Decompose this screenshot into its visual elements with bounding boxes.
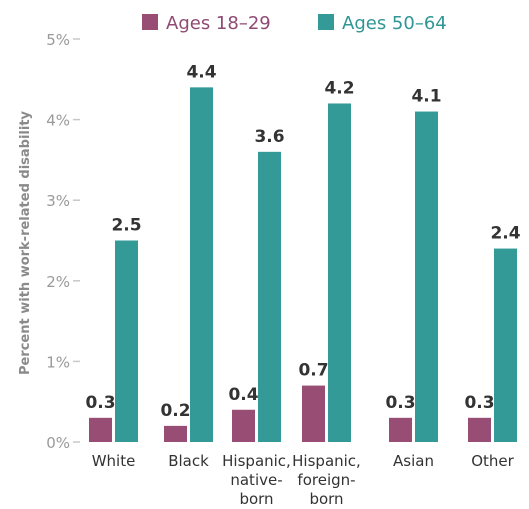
- bar-value-label: 0.7: [298, 361, 328, 381]
- bar-value-label: 4.1: [411, 87, 441, 107]
- bar-value-label: 0.3: [85, 393, 115, 413]
- y-tick-label: 4%: [46, 112, 70, 130]
- legend-swatch-ages-50-64: [318, 14, 334, 30]
- bar-value-label: 0.4: [228, 385, 258, 405]
- y-tick-label: 1%: [46, 353, 70, 371]
- x-category-label: White: [92, 452, 136, 470]
- bars: 0.3 0.2 0.4 0.7 0.3 0.3 2.5 4.4 3.6 4.2 4.1 2.4: [85, 62, 521, 443]
- bar-ages-50-64: [258, 151, 281, 442]
- bar-value-label: 2.4: [490, 224, 520, 244]
- legend-label-ages-50-64: Ages 50–64: [342, 13, 447, 34]
- legend-swatch-ages-18-29: [142, 14, 158, 30]
- bar-ages-50-64: [415, 111, 438, 442]
- bar-ages-18-29: [89, 417, 112, 442]
- y-tick-label: 5%: [46, 31, 70, 49]
- y-tick-label: 3%: [46, 192, 70, 210]
- bar-value-label: 4.2: [324, 78, 354, 98]
- bar-ages-50-64: [328, 103, 351, 442]
- bar-ages-18-29: [389, 417, 412, 442]
- bar-value-label: 0.3: [464, 393, 494, 413]
- bar-value-label: 4.4: [186, 62, 216, 82]
- x-category-label: Asian: [393, 452, 434, 470]
- bar-value-label: 0.3: [385, 393, 415, 413]
- bar-ages-18-29: [302, 385, 325, 442]
- bar-ages-18-29: [232, 409, 255, 442]
- bar-ages-50-64: [190, 87, 213, 443]
- legend-label-ages-18-29: Ages 18–29: [166, 13, 271, 34]
- bar-value-label: 2.5: [111, 216, 141, 236]
- x-category-label: Black: [168, 452, 209, 470]
- bar-ages-18-29: [164, 425, 187, 442]
- bar-value-label: 0.2: [160, 401, 190, 421]
- x-category-label: Other: [471, 452, 514, 470]
- y-axis: 0% 1% 2% 3% 4% 5%: [46, 31, 80, 452]
- bar-ages-18-29: [468, 417, 491, 442]
- y-tick-label: 2%: [46, 273, 70, 291]
- x-category-label: Hispanic, native-born: [222, 452, 291, 508]
- chart-legend: Ages 18–29 Ages 50–64: [142, 13, 447, 34]
- bar-value-label: 3.6: [254, 127, 284, 147]
- bar-ages-50-64: [494, 248, 517, 442]
- bar-ages-50-64: [115, 240, 138, 442]
- y-axis-label: Percent with work-related disability: [18, 110, 33, 375]
- y-tick-label: 0%: [46, 434, 70, 452]
- x-category-label: Hispanic, foreign-born: [292, 452, 361, 508]
